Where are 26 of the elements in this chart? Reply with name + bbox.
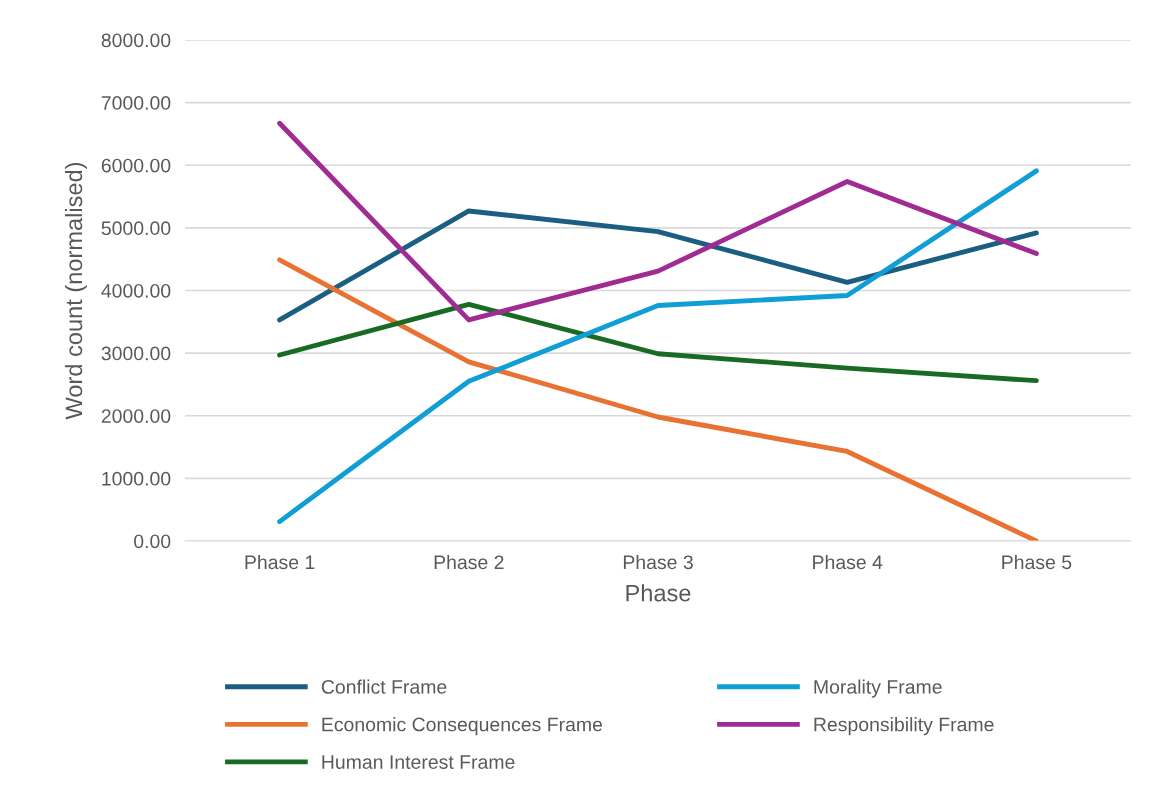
x-tick-label: Phase 5 xyxy=(1002,554,1072,570)
x-tick-label: Phase 4 xyxy=(813,554,883,570)
line-series xyxy=(277,168,1039,525)
y-tick-label: 3000.00 xyxy=(101,346,171,361)
x-axis-title: Phase xyxy=(626,584,691,602)
y-tick-label: 1000.00 xyxy=(102,471,171,486)
y-tick-label: 4000.00 xyxy=(101,283,171,298)
legend-label: Human Interest Frame xyxy=(322,755,515,769)
legend-label: Morality Frame xyxy=(814,679,942,698)
x-tick-label: Phase 2 xyxy=(434,554,504,570)
y-tick-label: 6000.00 xyxy=(101,158,171,173)
y-tick-label: 5000.00 xyxy=(101,221,171,236)
x-tick-label: Phase 1 xyxy=(245,554,315,570)
legend-label: Conflict Frame xyxy=(321,679,447,694)
legend-label: Economic Consequences Frame xyxy=(322,717,603,736)
legend-label: Responsibility Frame xyxy=(814,717,994,736)
y-axis-title: Word count (normalised) xyxy=(64,162,87,420)
line-series xyxy=(277,257,1039,541)
y-tick-label: 0.00 xyxy=(134,534,171,549)
y-tick-label: 2000.00 xyxy=(101,409,171,423)
line-series xyxy=(277,120,1039,323)
line-series xyxy=(277,301,1039,384)
line-series xyxy=(277,208,1039,323)
y-tick-label: 7000.00 xyxy=(101,96,171,110)
y-tick-label: 8000.00 xyxy=(101,33,171,48)
x-tick-label: Phase 3 xyxy=(623,554,693,570)
